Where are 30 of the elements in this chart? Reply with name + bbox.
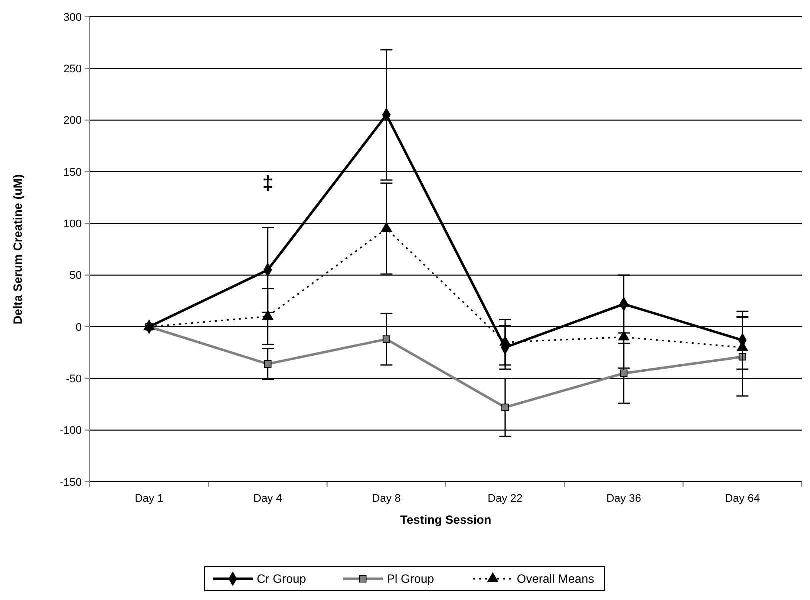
annotation: ‡: [262, 173, 274, 195]
x-tick-label: Day 64: [725, 493, 760, 505]
y-tick-label: 250: [64, 64, 82, 76]
x-tick-label: Day 8: [372, 493, 402, 505]
y-tick-label: 50: [70, 270, 82, 282]
y-axis-title: Delta Serum Creatine (uM): [11, 174, 25, 325]
x-tick-label: Day 4: [254, 493, 282, 505]
x-tick-label: Day 1: [134, 493, 164, 505]
y-tick-label: -100: [60, 425, 82, 438]
legend-label: Cr Group: [257, 572, 307, 586]
y-tick-label: -50: [66, 374, 82, 386]
legend-label: Pl Group: [387, 572, 435, 586]
x-axis-title: Testing Session: [400, 513, 492, 527]
point: [381, 222, 392, 232]
point: [382, 336, 390, 344]
y-tick-label: -150: [60, 476, 82, 489]
legend-label: Overall Means: [517, 572, 594, 586]
point: [618, 331, 630, 341]
point: [262, 310, 274, 320]
point: [502, 404, 510, 412]
point: [620, 370, 628, 378]
point: [264, 360, 272, 368]
x-tick-label: Day 36: [606, 493, 642, 505]
y-tick-label: 200: [64, 115, 82, 128]
x-tick-label: Day 22: [488, 493, 523, 505]
y-tick-label: 150: [64, 166, 82, 179]
y-tick-label: 300: [64, 12, 82, 24]
y-tick-label: 100: [64, 218, 82, 231]
point: [500, 336, 511, 346]
y-tick-label: 0: [76, 322, 82, 334]
